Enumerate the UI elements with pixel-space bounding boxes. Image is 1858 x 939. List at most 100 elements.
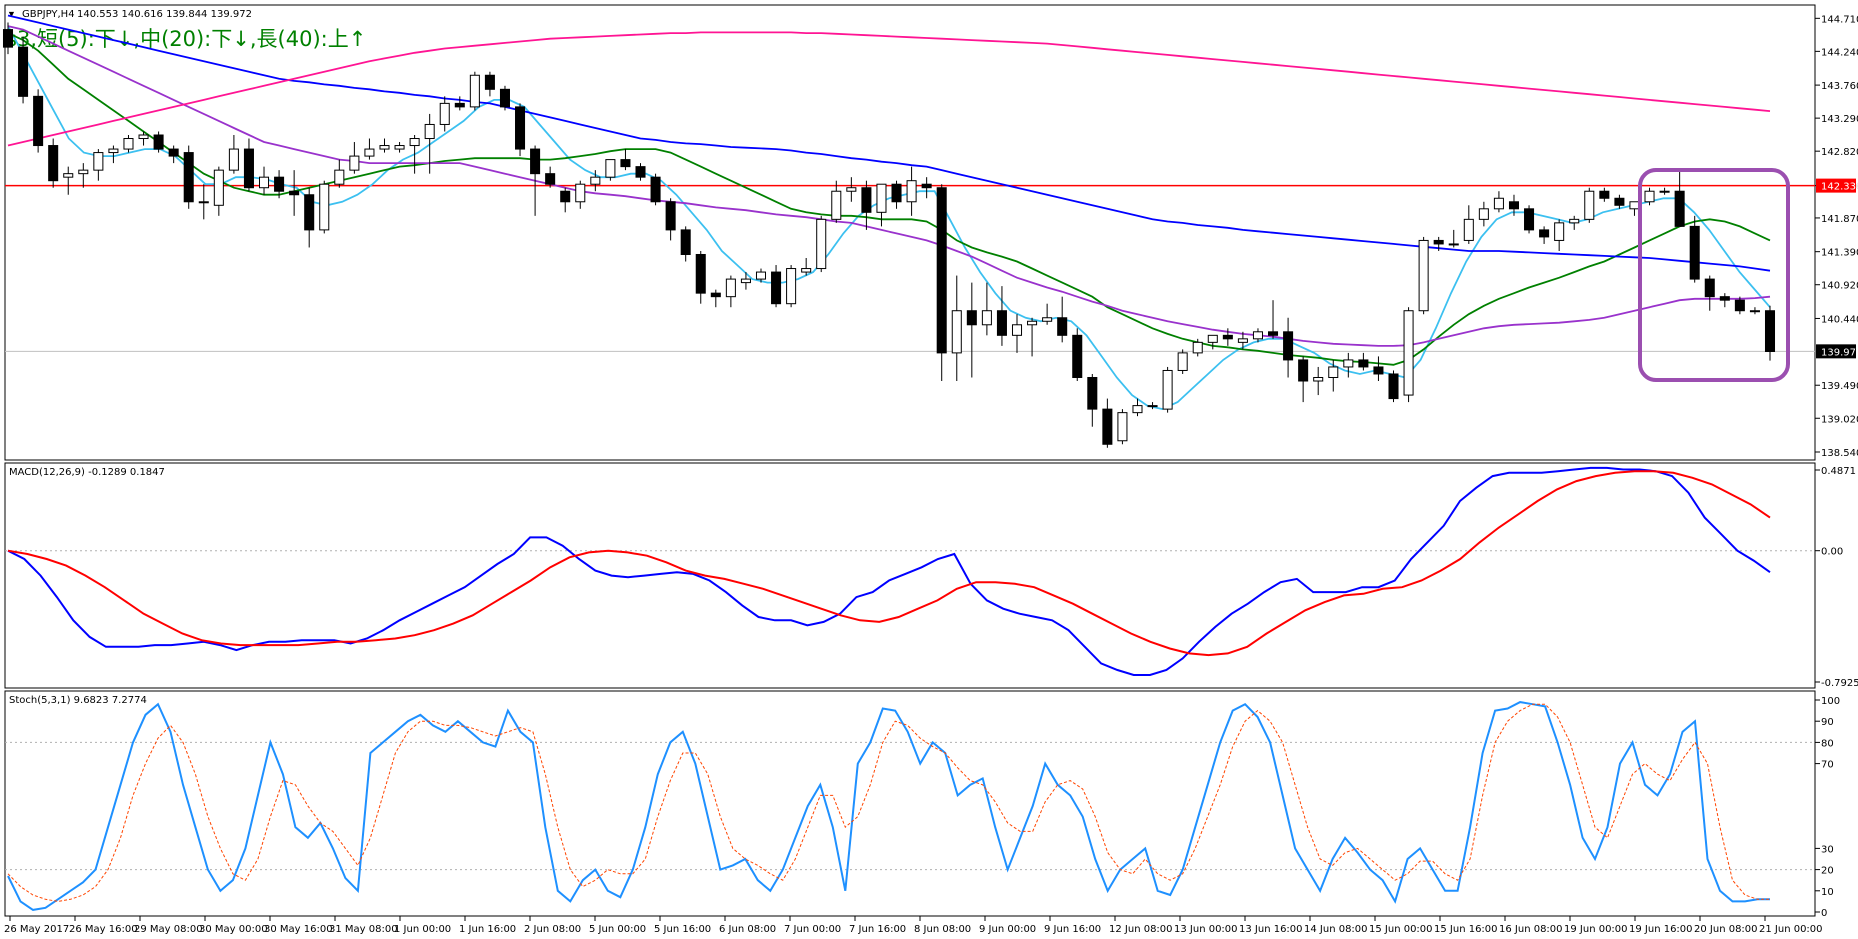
candle-body <box>846 187 857 192</box>
stoch-tick-label: 100 <box>1821 696 1840 707</box>
price-tick-label: 140.440 <box>1821 314 1858 325</box>
moving-average-line-1 <box>7 32 1771 366</box>
candle-body <box>1539 229 1550 238</box>
moving-average-line-2 <box>7 25 1771 347</box>
time-tick-label: 20 Jun 08:00 <box>1694 924 1758 935</box>
candle-body <box>1493 197 1504 210</box>
candle-body <box>1584 190 1595 220</box>
candle-body <box>334 169 345 185</box>
candle-body <box>1087 376 1098 410</box>
horizontal-line-label: 142.330 <box>1821 182 1858 193</box>
candle-body <box>740 278 751 284</box>
candle-body <box>1132 405 1143 414</box>
moving-average-line-4 <box>7 31 1771 147</box>
stoch-line-0 <box>7 701 1770 911</box>
time-tick-label: 13 Jun 16:00 <box>1239 924 1303 935</box>
time-tick-label: 7 Jun 16:00 <box>849 924 906 935</box>
candle-body <box>123 138 134 150</box>
time-tick-label: 2 Jun 08:00 <box>524 924 581 935</box>
candle-body <box>620 159 631 168</box>
candle-body <box>108 148 119 154</box>
candle-body <box>951 310 962 354</box>
time-tick-label: 29 May 08:00 <box>134 924 203 935</box>
candle-body <box>454 102 465 108</box>
candle-body <box>725 278 736 298</box>
candle-body <box>394 145 405 150</box>
candle-body <box>1614 197 1625 206</box>
stoch-tick-label: 90 <box>1821 717 1834 728</box>
candle-body <box>78 169 89 175</box>
time-tick-label: 19 Jun 16:00 <box>1629 924 1693 935</box>
time-tick-label: 12 Jun 08:00 <box>1109 924 1173 935</box>
ohlc-header: 140.553 140.616 139.844 139.972 <box>77 9 252 20</box>
candle-body <box>831 190 842 220</box>
time-tick-label: 26 May 2017 <box>4 924 69 935</box>
time-tick-label: 15 Jun 00:00 <box>1369 924 1433 935</box>
candle-body <box>1328 366 1339 378</box>
price-axis: 144.710 144.240 143.760 143.290 142.820 142.3… <box>1815 14 1858 459</box>
candle-body <box>605 159 616 178</box>
candle-body <box>786 268 797 305</box>
moving-average-line-0 <box>7 25 1771 411</box>
candle-body <box>1418 239 1429 312</box>
candle-body <box>168 148 179 157</box>
price-panel-frame <box>4 4 1816 461</box>
chevron-down-icon: ▼ <box>7 9 16 19</box>
candle-body <box>1313 376 1324 382</box>
candle-body <box>906 180 917 203</box>
candle-body <box>258 176 270 189</box>
price-tick-label: 138.540 <box>1821 448 1858 459</box>
candle-body <box>1222 334 1233 340</box>
time-tick-label: 9 Jun 16:00 <box>1044 924 1101 935</box>
candle-body <box>755 271 767 280</box>
candle-body <box>319 183 330 231</box>
candle-body <box>243 148 254 189</box>
macd-line-1 <box>7 470 1771 657</box>
macd-lines <box>7 466 1771 676</box>
candle-body <box>1252 331 1263 340</box>
price-tick-label: 139.490 <box>1821 381 1858 392</box>
candle-body <box>515 106 526 150</box>
macd-axis: 0.4871 0.00 -0.7925 <box>1815 466 1858 689</box>
time-tick-label: 5 Jun 00:00 <box>589 924 646 935</box>
candle-body <box>1569 218 1580 224</box>
price-tick-label: 140.920 <box>1821 281 1858 292</box>
candle-body <box>153 134 164 150</box>
time-tick-label: 6 Jun 08:00 <box>719 924 776 935</box>
candle-body <box>771 271 782 305</box>
price-tick-label: 141.870 <box>1821 214 1858 225</box>
candle-body <box>349 155 360 171</box>
macd-title: MACD(12,26,9) -0.1289 0.1847 <box>9 467 165 478</box>
candle-body <box>650 176 661 203</box>
price-tick-label: 142.820 <box>1821 147 1858 158</box>
candle-body <box>801 268 812 273</box>
candle-body <box>424 123 435 140</box>
candle-body <box>1629 201 1640 210</box>
candle-body <box>48 145 59 182</box>
candle-body <box>63 173 74 178</box>
price-tick-label: 144.240 <box>1821 47 1858 58</box>
candle-body <box>1433 239 1444 245</box>
candle-body <box>198 201 209 204</box>
candle-body <box>530 148 541 175</box>
time-tick-label: 31 May 08:00 <box>329 924 398 935</box>
candle-body <box>1237 338 1248 343</box>
candle-body <box>1298 359 1309 382</box>
stoch-tick-label: 0 <box>1821 908 1827 919</box>
candle-body <box>289 190 300 196</box>
moving-average-line-3 <box>7 14 1771 272</box>
candle-body <box>1554 222 1565 241</box>
time-tick-label: 30 May 00:00 <box>199 924 268 935</box>
stoch-tick-label: 80 <box>1821 738 1834 749</box>
price-tick-label: 139.020 <box>1821 414 1858 425</box>
time-tick-label: 19 Jun 00:00 <box>1564 924 1628 935</box>
macd-tick-label: 0.00 <box>1821 547 1843 558</box>
stoch-panel: Stoch(5,3,1) 9.6823 7.2774 1009080703020… <box>4 690 1840 919</box>
candle-body <box>1403 310 1414 396</box>
candle-body <box>1192 341 1203 354</box>
candle-body <box>2 29 14 48</box>
candle-body <box>183 152 194 203</box>
candle-body <box>921 183 932 189</box>
candle-body <box>18 46 29 97</box>
